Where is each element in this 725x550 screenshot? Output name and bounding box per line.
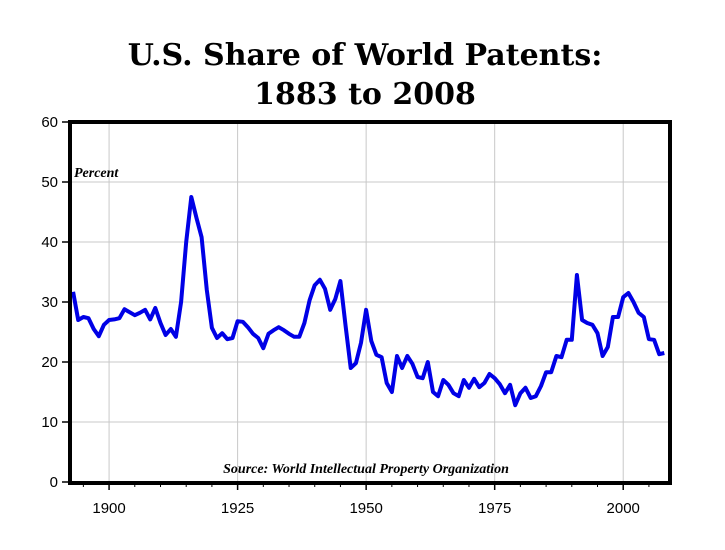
y-tick-label: 50 xyxy=(41,174,58,191)
source-annotation: Source: World Intellectual Property Orga… xyxy=(223,462,509,477)
chart-title: U.S. Share of World Patents: xyxy=(128,38,603,73)
y-tick-label: 20 xyxy=(41,354,58,371)
y-tick-label: 0 xyxy=(50,474,58,491)
series-line xyxy=(73,197,664,405)
x-axis: 1900 1925 1950 1975 2000 xyxy=(83,482,649,517)
x-tick-label: 1950 xyxy=(349,500,382,517)
y-axis-label: Percent xyxy=(74,166,119,181)
y-tick-label: 30 xyxy=(41,294,58,311)
y-axis: 0 10 20 30 40 50 60 xyxy=(41,114,70,491)
x-tick-label: 1900 xyxy=(92,500,125,517)
chart-subtitle: 1883 to 2008 xyxy=(254,77,476,112)
y-tick-label: 10 xyxy=(41,414,58,431)
y-tick-label: 60 xyxy=(41,114,58,131)
x-tick-label: 2000 xyxy=(607,500,640,517)
x-tick-label: 1925 xyxy=(221,500,254,517)
y-tick-label: 40 xyxy=(41,234,58,251)
x-tick-label: 1975 xyxy=(478,500,511,517)
